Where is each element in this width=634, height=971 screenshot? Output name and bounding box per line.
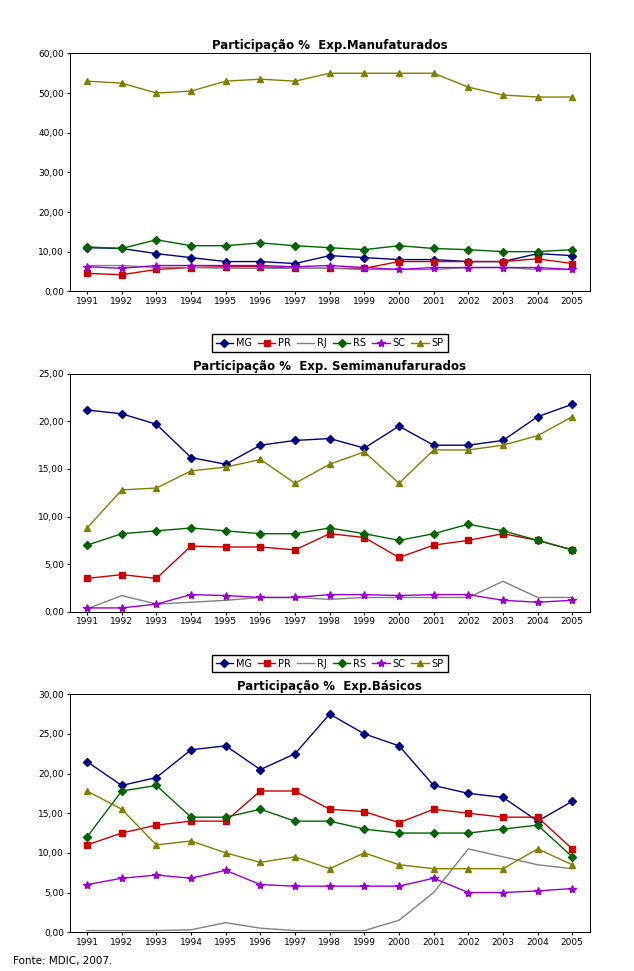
Title: Participação %  Exp.Manufaturados: Participação % Exp.Manufaturados	[212, 39, 448, 52]
Legend: MG, PR, RJ, RS, SC, SP: MG, PR, RJ, RS, SC, SP	[212, 654, 448, 673]
Legend: MG, PR, RJ, RS, SC, SP: MG, PR, RJ, RS, SC, SP	[212, 334, 448, 352]
Title: Participação %  Exp.Básicos: Participação % Exp.Básicos	[237, 680, 422, 693]
Text: Fonte: MDIC, 2007.: Fonte: MDIC, 2007.	[13, 956, 112, 966]
Title: Participação %  Exp. Semimanufarurados: Participação % Exp. Semimanufarurados	[193, 359, 466, 373]
